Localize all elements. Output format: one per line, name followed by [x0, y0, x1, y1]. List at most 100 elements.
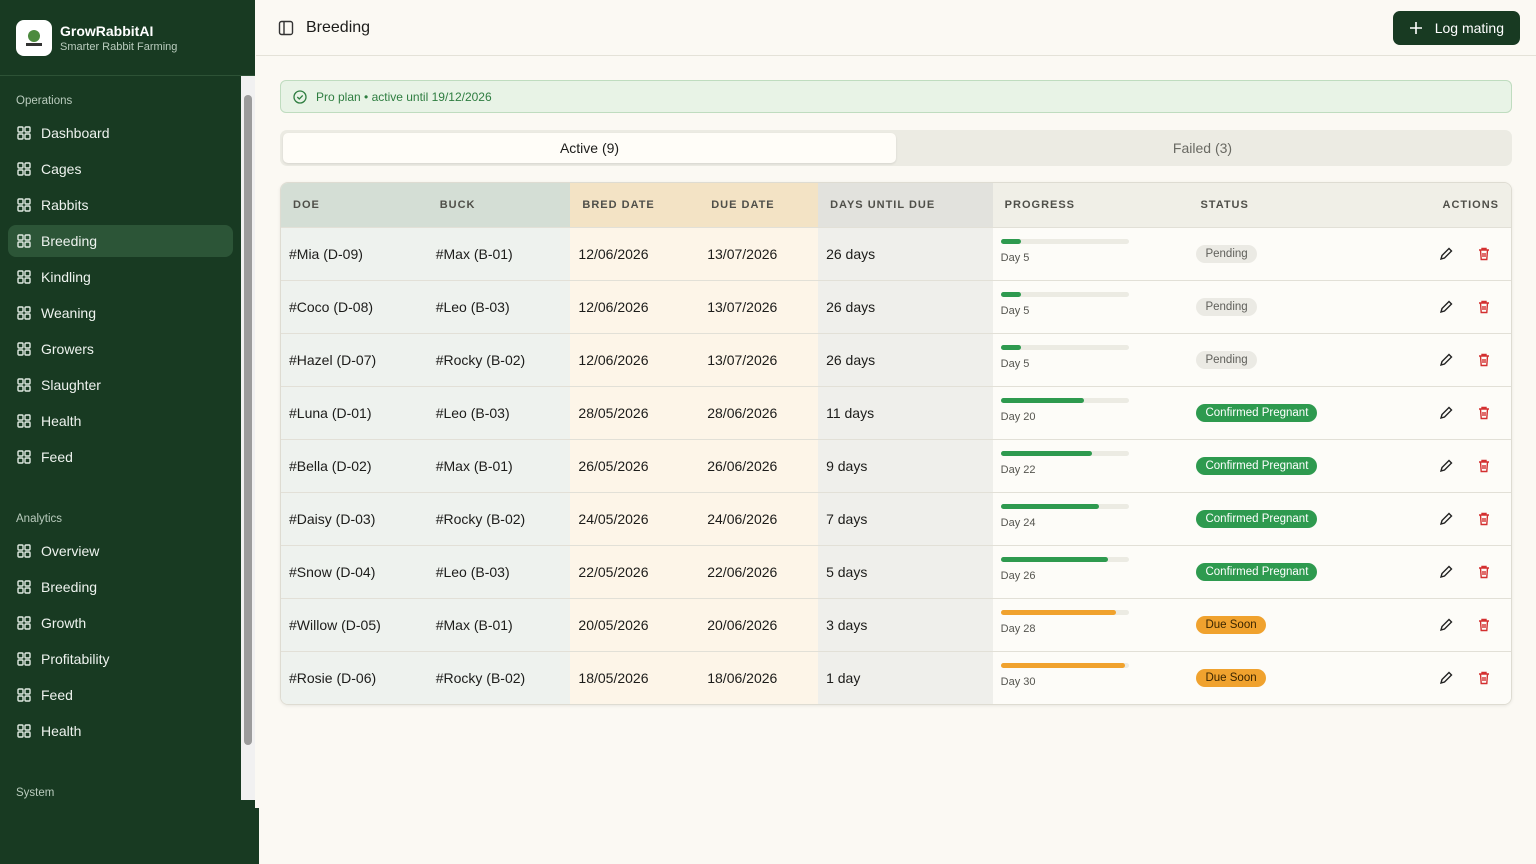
nav-label: Breeding: [41, 233, 98, 249]
nav-item[interactable]: Breeding: [8, 571, 233, 603]
nav-icon: [17, 342, 31, 356]
nav-item[interactable]: Breeding: [8, 225, 233, 257]
status-cell: Due Soon: [1188, 597, 1399, 651]
progress-bar: [1000, 610, 1116, 615]
nav-label: Slaughter: [41, 377, 101, 393]
table-row: #Willow (D-05) #Max (B-01) 20/05/2026 20/06…: [281, 597, 1511, 651]
topbar: Breeding Log mating: [256, 0, 1536, 56]
log-mating-button[interactable]: Log mating: [1392, 11, 1520, 45]
nav-item[interactable]: Health: [8, 715, 233, 747]
cell-doe: #Snow (D-04): [281, 544, 428, 598]
tab[interactable]: Failed (3): [1172, 140, 1233, 156]
progress-cell: Day 5: [992, 279, 1189, 333]
nav-item[interactable]: Kindling: [8, 261, 233, 293]
nav-item[interactable]: Health: [8, 405, 233, 437]
nav-item[interactable]: Growers: [8, 333, 233, 365]
delete-button[interactable]: [1476, 299, 1492, 315]
status-cell: Due Soon: [1188, 650, 1399, 704]
column-header: ACTIONS: [1398, 183, 1511, 227]
cell-bred: 18/05/2026: [570, 650, 700, 704]
delete-button[interactable]: [1476, 670, 1492, 686]
progress-bar: [1000, 504, 1100, 509]
delete-button[interactable]: [1476, 352, 1492, 368]
sidebar-toggle[interactable]: [278, 20, 294, 36]
nav-item[interactable]: Dashboard: [8, 117, 233, 149]
nav-icon: [17, 450, 31, 464]
progress-track: [1000, 610, 1129, 615]
cell-buck: #Max (B-01): [427, 226, 571, 280]
cell-doe: #Coco (D-08): [281, 279, 428, 333]
edit-button[interactable]: [1438, 299, 1454, 315]
progress-cell: Day 5: [992, 226, 1189, 280]
nav-item[interactable]: Weaning: [8, 297, 233, 329]
progress-track: [1000, 345, 1129, 350]
delete-button[interactable]: [1476, 511, 1492, 527]
edit-button[interactable]: [1438, 246, 1454, 262]
actions: [1406, 617, 1510, 633]
tab[interactable]: Active (9): [283, 133, 896, 163]
cell-bred: 26/05/2026: [570, 438, 700, 492]
nav-item[interactable]: Growth: [8, 607, 233, 639]
nav-item[interactable]: Feed: [8, 441, 233, 473]
edit-button[interactable]: [1438, 617, 1454, 633]
progress-cell: Day 30: [992, 650, 1189, 704]
column-header: STATUS: [1188, 183, 1399, 227]
nav-icon: [17, 126, 31, 140]
nav-icon: [17, 652, 31, 666]
status-badge: Pending: [1196, 298, 1257, 316]
status-cell: Pending: [1188, 226, 1399, 280]
nav-icon: [17, 234, 31, 248]
nav-item[interactable]: Cages: [8, 153, 233, 185]
cell-due: 22/06/2026: [699, 544, 819, 598]
cell-due: 26/06/2026: [699, 438, 819, 492]
actions-cell: [1398, 650, 1511, 704]
edit-button[interactable]: [1438, 511, 1454, 527]
cell-days-until: 7 days: [818, 491, 993, 545]
nav-label: Health: [41, 413, 82, 429]
edit-button[interactable]: [1438, 564, 1454, 580]
nav-item[interactable]: Feed: [8, 679, 233, 711]
cell-buck: #Max (B-01): [427, 438, 571, 492]
cell-buck: #Leo (B-03): [427, 279, 571, 333]
nav-item[interactable]: Rabbits: [8, 189, 233, 221]
cell-due: 24/06/2026: [699, 491, 819, 545]
delete-button[interactable]: [1476, 564, 1492, 580]
plan-text: Pro plan • active until 19/12/2026: [316, 89, 492, 104]
delete-button[interactable]: [1476, 458, 1492, 474]
actions: [1406, 352, 1510, 368]
progress-track: [1000, 398, 1129, 403]
cell-days-until: 9 days: [818, 438, 993, 492]
nav-icon: [17, 616, 31, 630]
delete-button[interactable]: [1476, 405, 1492, 421]
delete-button[interactable]: [1476, 246, 1492, 262]
nav-item[interactable]: Profitability: [8, 643, 233, 675]
nav-icon: [17, 270, 31, 284]
progress-track: [1000, 557, 1129, 562]
delete-button[interactable]: [1476, 617, 1492, 633]
cell-days-until: 11 days: [818, 385, 993, 439]
actions-cell: [1398, 438, 1511, 492]
edit-button[interactable]: [1438, 405, 1454, 421]
edit-button[interactable]: [1438, 458, 1454, 474]
sidebar-footer: [0, 808, 259, 864]
nav-label: Breeding: [41, 579, 98, 595]
cell-days-until: 26 days: [818, 226, 993, 280]
progress-cell: Day 5: [992, 332, 1189, 386]
status-badge: Confirmed Pregnant: [1196, 563, 1318, 581]
status-cell: Pending: [1188, 279, 1399, 333]
nav-item[interactable]: Overview: [8, 535, 233, 567]
cell-doe: #Bella (D-02): [281, 438, 428, 492]
progress-label: Day 20: [1000, 411, 1036, 423]
nav-icon: [17, 378, 31, 392]
progress-cell: Day 20: [992, 385, 1189, 439]
edit-button[interactable]: [1438, 670, 1454, 686]
nav-item[interactable]: Slaughter: [8, 369, 233, 401]
progress-track: [1000, 663, 1129, 669]
cell-buck: #Leo (B-03): [427, 385, 571, 439]
table-row: #Rosie (D-06) #Rocky (B-02) 18/05/2026 18/0…: [281, 650, 1511, 704]
nav-icon: [17, 162, 31, 176]
column-header: BRED DATE: [570, 183, 700, 227]
edit-button[interactable]: [1438, 352, 1454, 368]
cell-doe: #Hazel (D-07): [281, 332, 428, 386]
nav-section-title: System: [16, 787, 55, 799]
